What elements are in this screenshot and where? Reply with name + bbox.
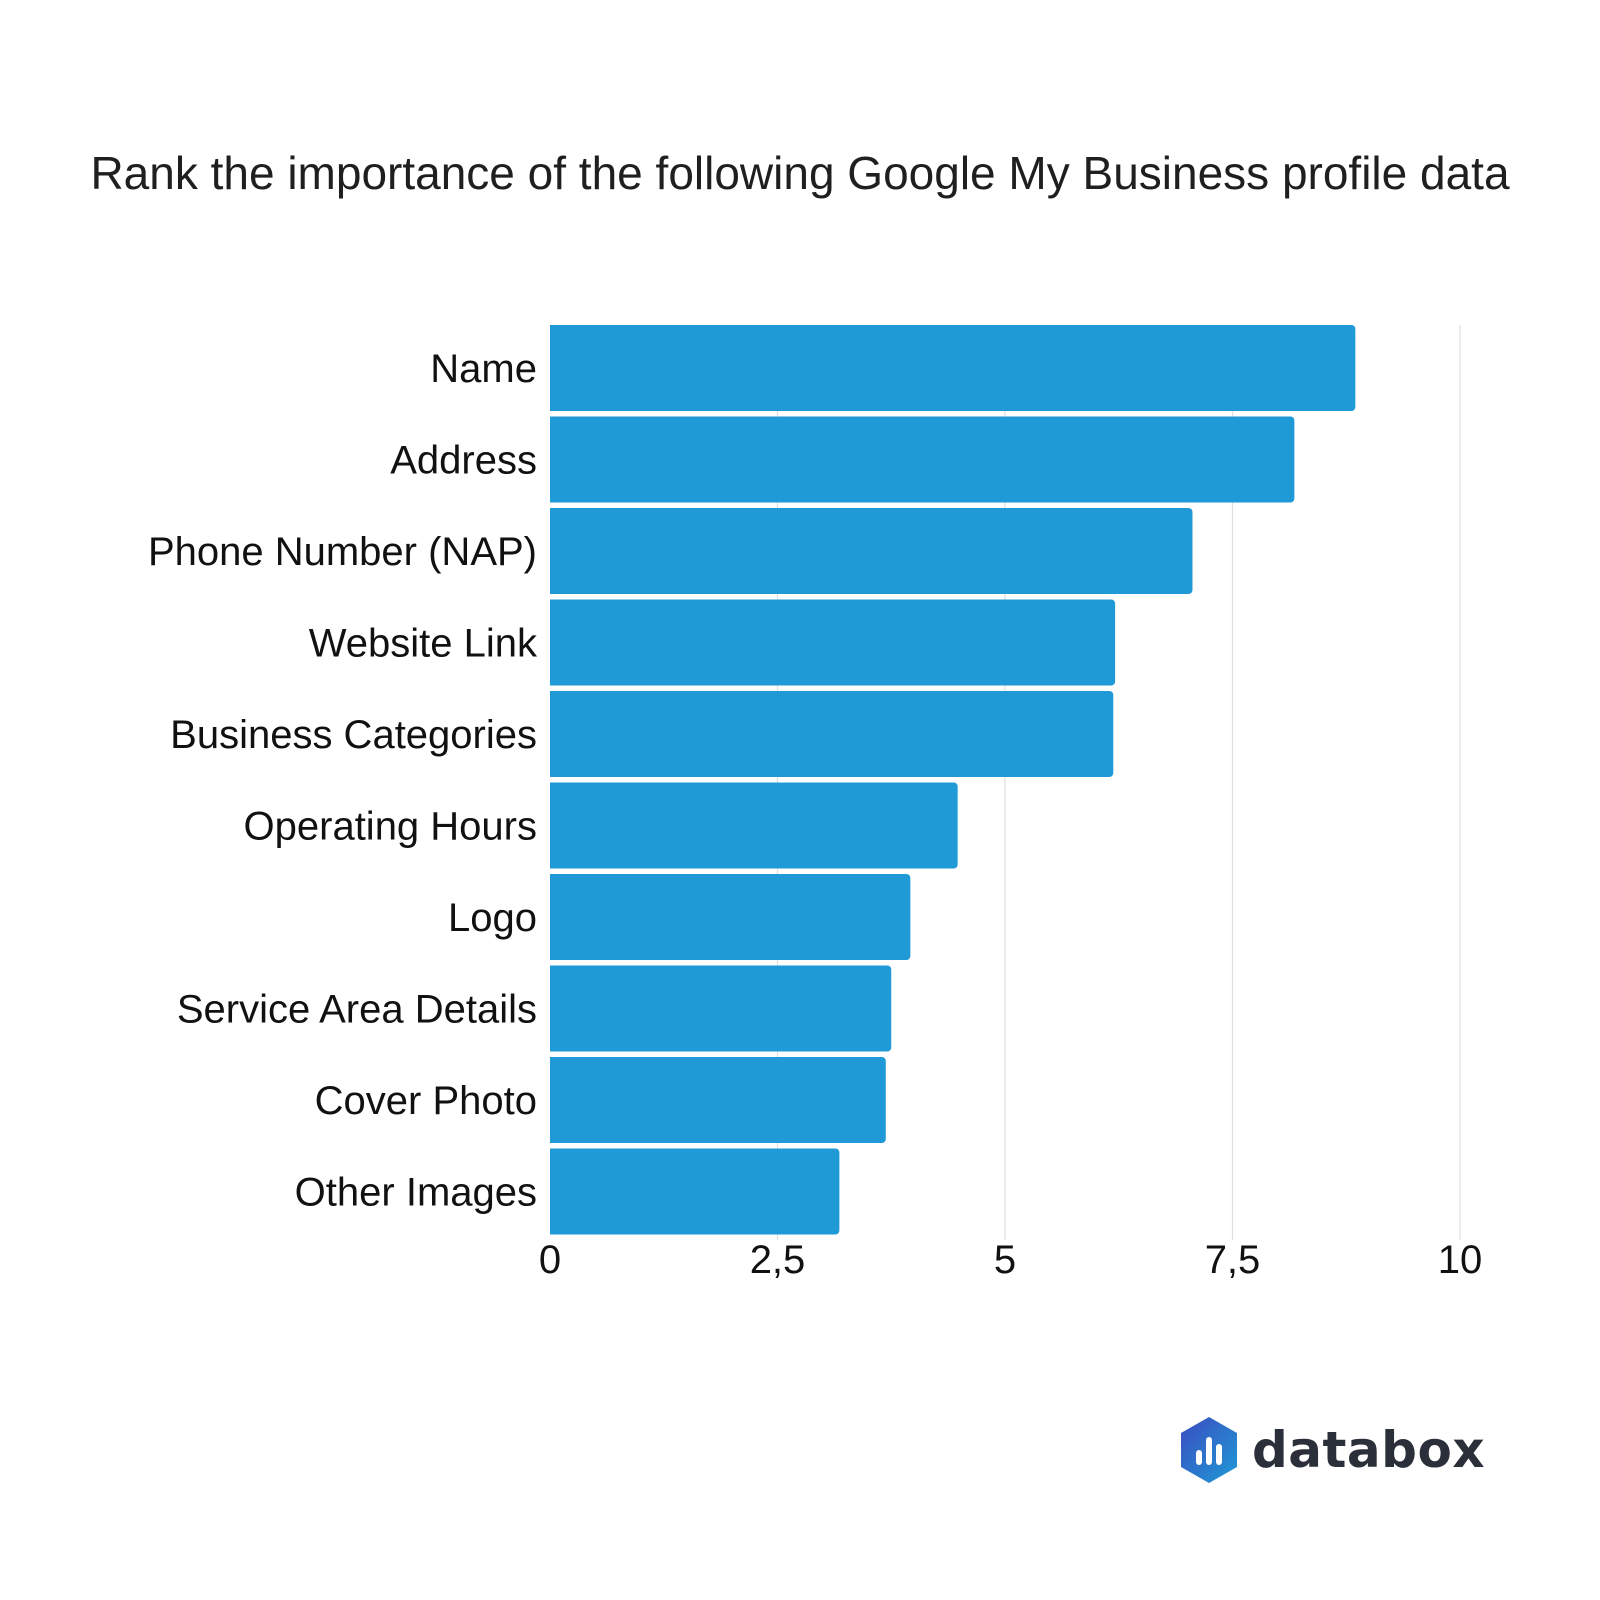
x-tick-label: 5 <box>994 1238 1016 1282</box>
category-label: Address <box>390 439 537 483</box>
bar-left-edge <box>550 416 556 503</box>
category-label: Other Images <box>295 1171 537 1215</box>
databox-logo-icon <box>1181 1417 1237 1483</box>
x-tick-label: 10 <box>1438 1238 1483 1282</box>
bar-left-edge <box>550 1148 556 1235</box>
bar <box>550 1057 886 1143</box>
bar <box>550 965 892 1052</box>
chart-title: Rank the importance of the following Goo… <box>90 147 1510 199</box>
bar-left-edge <box>550 599 556 686</box>
category-label: Logo <box>448 896 537 940</box>
bar <box>550 691 1114 777</box>
category-label: Cover Photo <box>315 1079 537 1123</box>
bar-left-edge <box>550 874 556 960</box>
bar-left-edge <box>550 1057 556 1143</box>
bar <box>550 325 1356 411</box>
category-label: Service Area Details <box>177 988 537 1032</box>
bar-left-edge <box>550 691 556 777</box>
category-label: Business Categories <box>170 713 537 757</box>
bar <box>550 782 958 869</box>
bar-left-edge <box>550 965 556 1052</box>
x-tick-label: 7,5 <box>1205 1238 1261 1282</box>
databox-logo-text: databox <box>1252 1421 1486 1479</box>
databox-logo: databox <box>1178 1415 1485 1485</box>
bar <box>550 874 911 960</box>
bar <box>550 508 1193 594</box>
category-label: Operating Hours <box>244 805 537 849</box>
category-label: Phone Number (NAP) <box>148 530 537 574</box>
category-label: Name <box>430 347 537 391</box>
bar <box>550 416 1295 503</box>
bar <box>550 1148 840 1235</box>
bar-left-edge <box>550 782 556 869</box>
x-tick-label: 0 <box>539 1238 561 1282</box>
bar-left-edge <box>550 325 556 411</box>
bar-left-edge <box>550 508 556 594</box>
category-label: Website Link <box>309 622 538 666</box>
x-tick-label: 2,5 <box>750 1238 806 1282</box>
bar <box>550 599 1116 686</box>
